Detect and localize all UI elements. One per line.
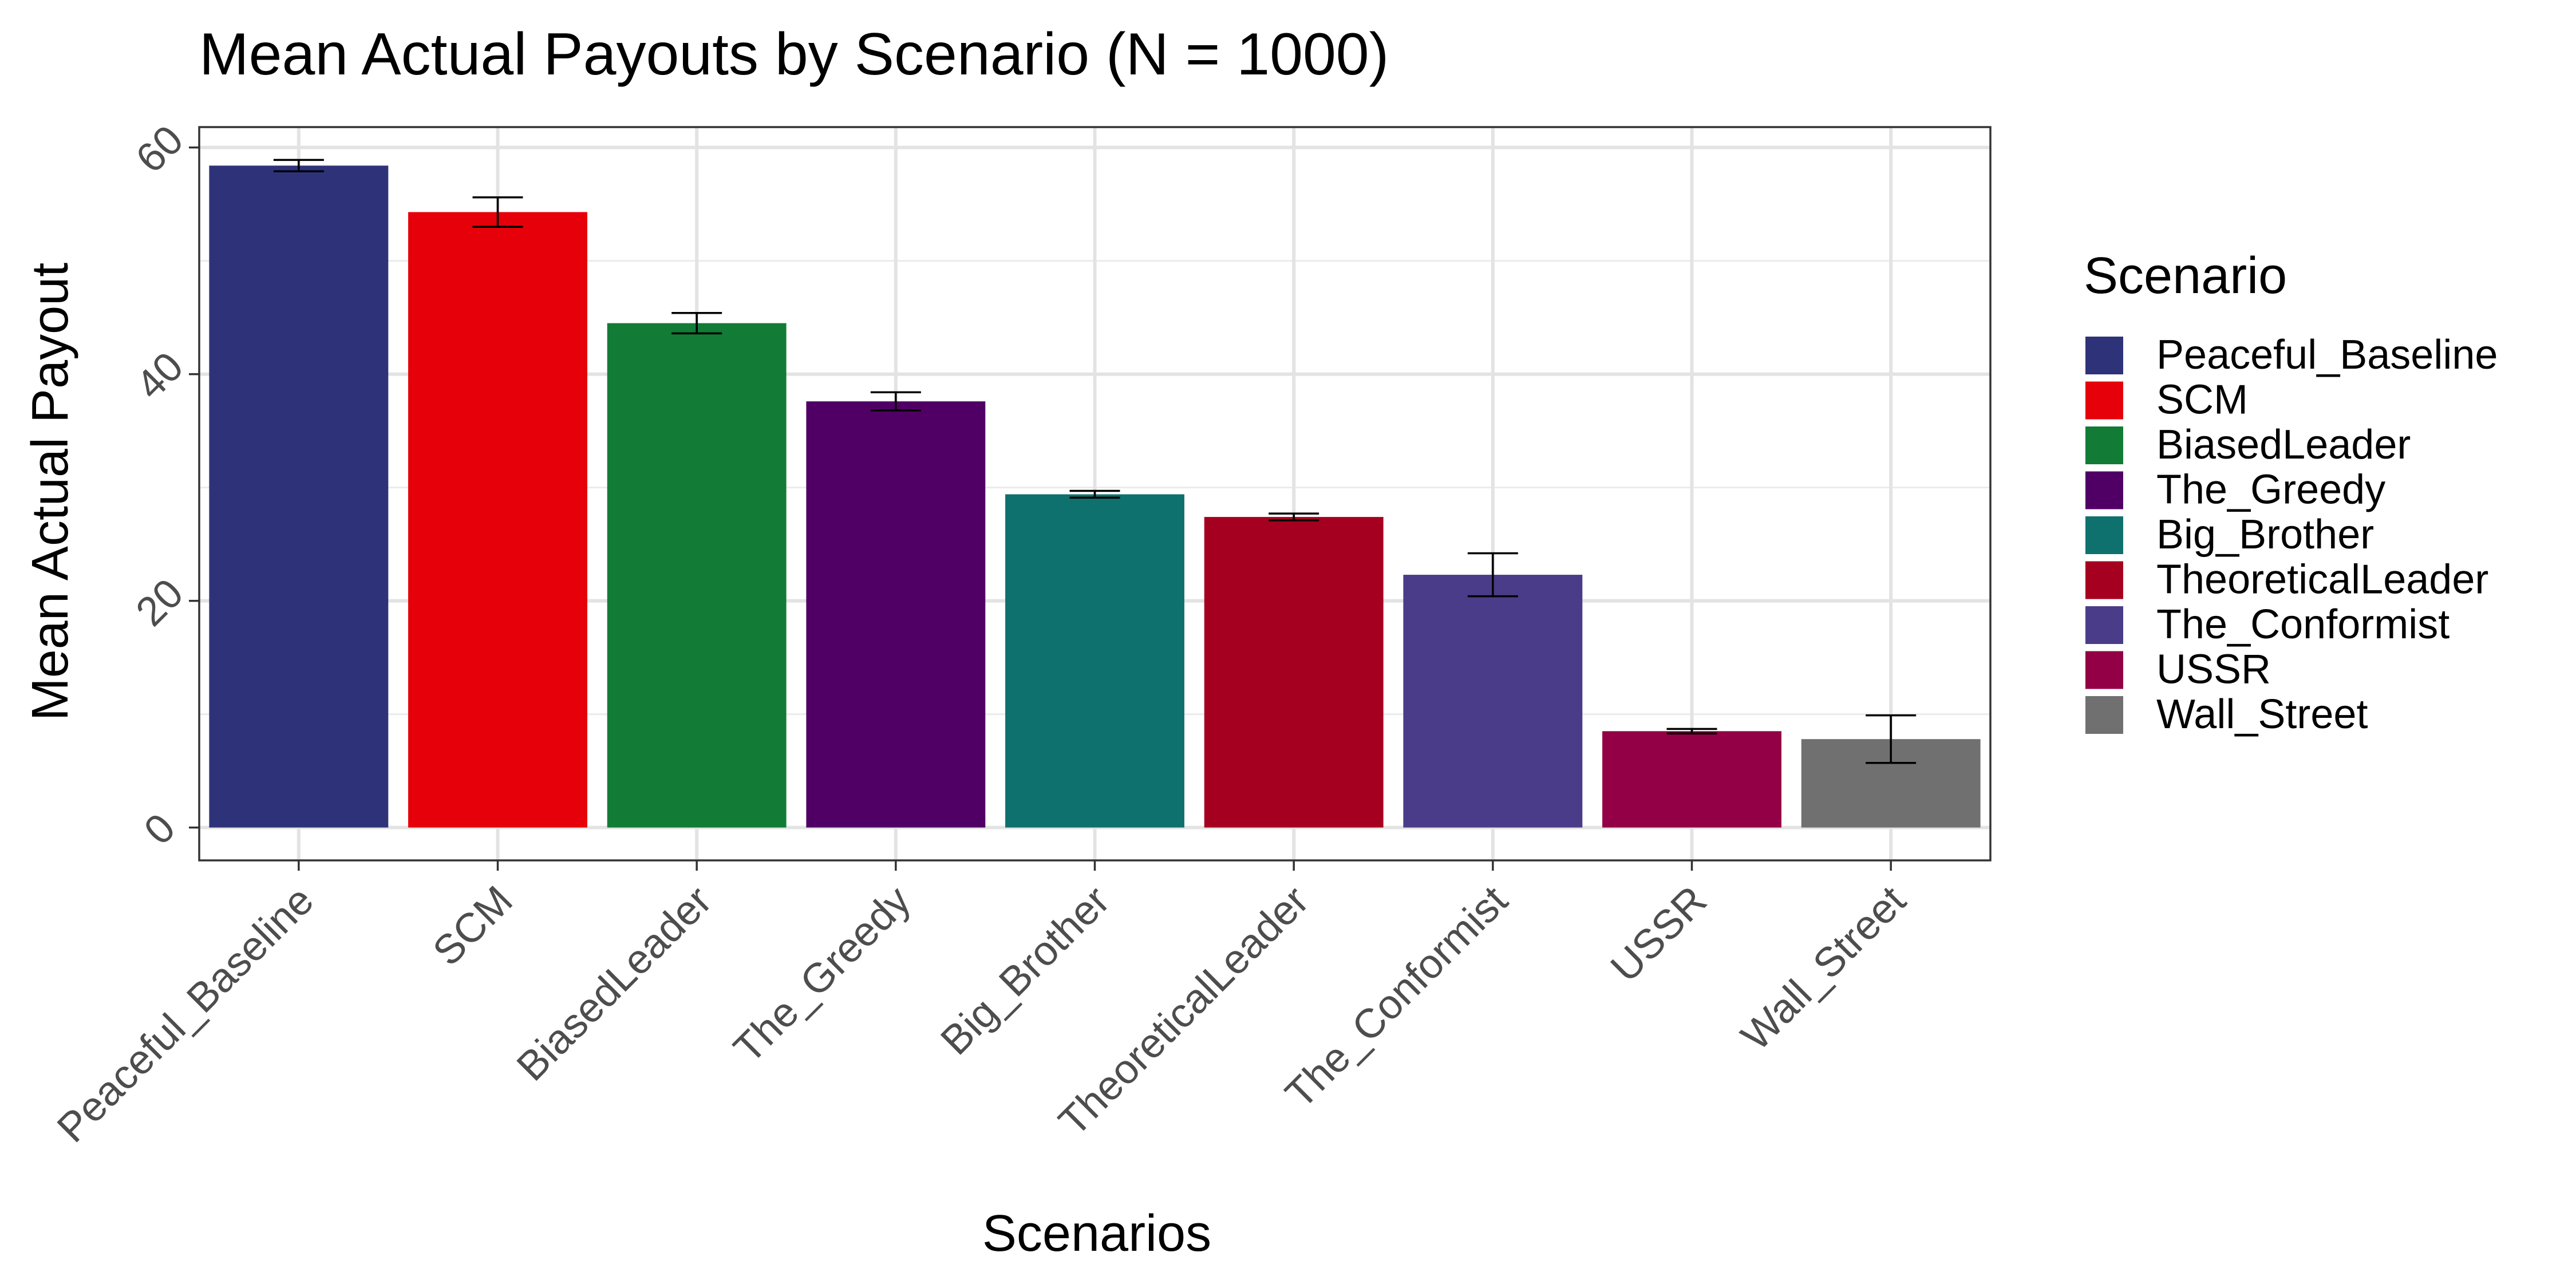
bar-the-greedy (806, 401, 986, 828)
x-axis-title: Scenarios (982, 1205, 1211, 1262)
legend-key (2085, 426, 2123, 464)
legend-label: SCM (2156, 377, 2248, 423)
error-bar (1269, 512, 1319, 521)
bar-big-brother (1005, 494, 1184, 828)
error-bars (273, 159, 1917, 764)
error-bar (1666, 728, 1717, 735)
bar-theoreticalleader (1204, 517, 1384, 828)
legend-key (2085, 516, 2123, 554)
bar-scm (408, 212, 587, 828)
error-bar (1069, 489, 1120, 499)
bar-biasedleader (607, 323, 787, 828)
bars (209, 165, 1981, 828)
y-axis-title: Mean Actual Payout (22, 263, 79, 721)
bar-ussr (1602, 731, 1781, 828)
bar-peaceful-baseline (209, 165, 389, 828)
legend-label: Peaceful_Baseline (2156, 332, 2498, 378)
error-bar (671, 311, 722, 335)
legend-key (2085, 696, 2123, 734)
legend-label: The_Conformist (2156, 602, 2449, 647)
legend-label: BiasedLeader (2156, 422, 2411, 468)
legend-key (2085, 561, 2123, 599)
legend-label: TheoreticalLeader (2156, 557, 2488, 603)
legend-key (2085, 651, 2123, 689)
chart-title: Mean Actual Payouts by Scenario (N = 100… (199, 21, 1389, 88)
legend: Scenario Peaceful_BaselineSCMBiasedLeade… (2084, 247, 2498, 737)
legend-key (2085, 606, 2123, 644)
legend-key (2085, 337, 2123, 374)
error-bar (1866, 714, 1917, 764)
legend-label: The_Greedy (2156, 467, 2385, 513)
bar-the-conformist (1403, 575, 1583, 828)
legend-label: USSR (2156, 647, 2271, 693)
legend-label: Big_Brother (2156, 512, 2374, 558)
legend-label: Wall_Street (2156, 692, 2368, 737)
error-bar (870, 391, 921, 412)
legend-key (2085, 471, 2123, 509)
error-bar (472, 196, 523, 228)
error-bar (273, 159, 324, 172)
legend-title: Scenario (2084, 247, 2287, 305)
legend-key (2085, 381, 2123, 420)
error-bar (1467, 552, 1518, 598)
